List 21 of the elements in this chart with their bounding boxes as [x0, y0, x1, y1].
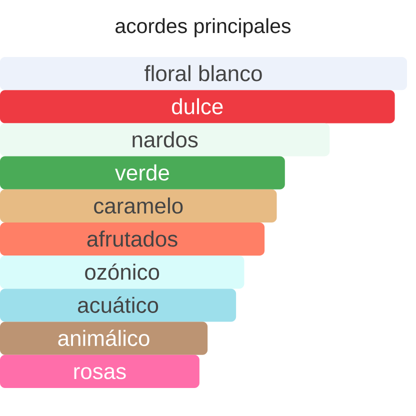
- bar: [0, 256, 244, 289]
- bar: [0, 288, 236, 322]
- bar: [0, 90, 395, 124]
- bar: [0, 57, 408, 90]
- bar: [0, 123, 330, 156]
- y-tick-label: verde: [115, 164, 169, 181]
- bar: [0, 222, 265, 256]
- bar: [0, 322, 208, 355]
- y-tick-label: acuático: [78, 296, 158, 313]
- y-tick-label: floral blanco: [144, 65, 262, 82]
- y-tick-label: ozónico: [85, 263, 160, 280]
- y-tick-label: dulce: [172, 98, 223, 114]
- chart-title: acordes principales: [116, 18, 291, 38]
- bar: [0, 354, 200, 388]
- y-tick-label: animálico: [58, 330, 150, 346]
- bar: [0, 156, 285, 190]
- y-tick-label: rosas: [74, 367, 126, 380]
- y-tick-label: afrutados: [87, 230, 178, 247]
- y-tick-label: caramelo: [94, 198, 183, 214]
- y-tick-label: nardos: [132, 131, 198, 148]
- bar: [0, 189, 277, 223]
